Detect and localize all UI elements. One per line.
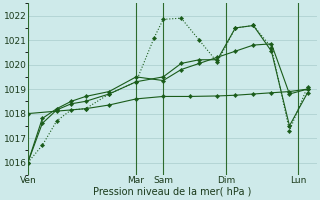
X-axis label: Pression niveau de la mer( hPa ): Pression niveau de la mer( hPa ) xyxy=(93,187,252,197)
